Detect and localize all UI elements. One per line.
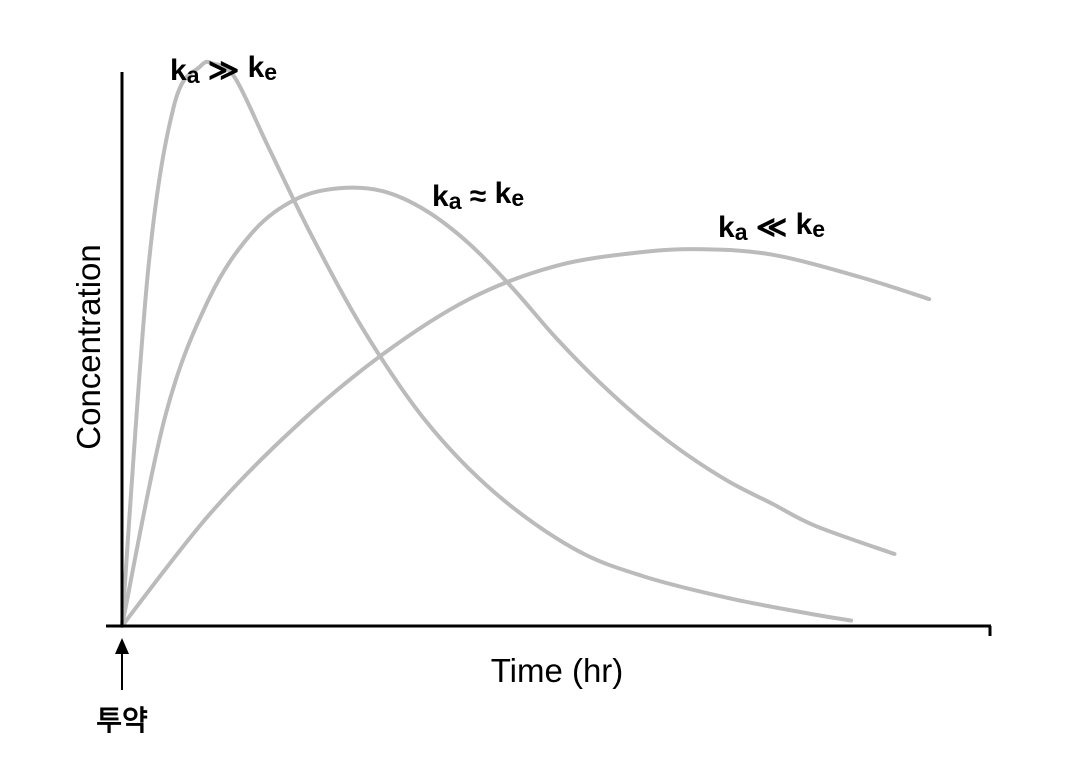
curve-ka-approx-ke — [120, 185, 897, 628]
dose-arrow-icon — [115, 638, 129, 654]
curve-ka-much-greater-than-ke — [120, 59, 854, 628]
label-ka-much-greater-than-ke: ka ≫ ke — [170, 51, 277, 88]
curve-ka-much-less-than-ke — [120, 247, 932, 628]
label-ka-much-less-than-ke: ka ≪ ke — [718, 208, 825, 245]
y-axis-title: Concentration — [70, 244, 107, 449]
x-axis-title: Time (hr) — [491, 652, 624, 689]
label-ka-approx-ke: ka ≈ ke — [432, 177, 524, 214]
curves-layer — [120, 59, 932, 628]
curve-labels-layer: ka ≫ ke ka ≈ ke ka ≪ ke — [170, 51, 825, 245]
dose-label: 투약 — [96, 704, 148, 737]
